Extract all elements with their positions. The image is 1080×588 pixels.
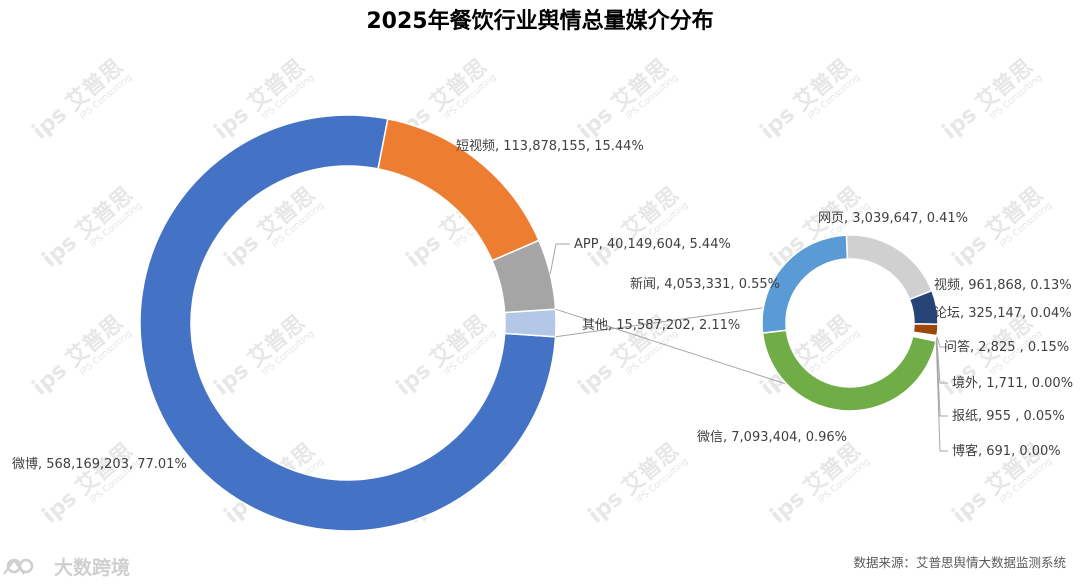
watermark-brand: ips	[38, 230, 82, 273]
watermark-brand: ips	[220, 230, 264, 273]
watermark-brand: ips	[938, 102, 982, 145]
sec-slice-微信	[761, 329, 938, 412]
sec-label-网页: 网页, 3,039,647, 0.41%	[818, 211, 968, 226]
main-doughnut	[139, 114, 557, 532]
sec-label-论坛: 论坛, 325,147, 0.04%	[934, 306, 1072, 321]
sec-label-新闻: 新闻, 4,053,331, 0.55%	[630, 276, 780, 292]
leader-境外	[936, 337, 948, 384]
logo-icon	[3, 558, 34, 575]
sec-label-微信: 微信, 7,093,404, 0.96%	[697, 430, 847, 445]
sec-label-报纸: 报纸, 955 , 0.05%	[952, 409, 1065, 424]
label-app: APP, 40,149,604, 5.44%	[574, 237, 731, 252]
sec-slice-网页	[845, 234, 933, 301]
chart-title: 2025年餐饮行业舆情总量媒介分布	[366, 8, 713, 34]
watermark-brand: ips	[756, 102, 800, 145]
leader-问答	[936, 336, 948, 348]
slice-微博	[139, 114, 557, 532]
leader-博客	[935, 340, 948, 452]
secondary-doughnut	[761, 234, 939, 412]
watermark-brand: ips	[28, 102, 72, 145]
watermark-brand: ips	[948, 486, 992, 529]
label-其他: 其他, 15,587,202, 2.11%	[582, 318, 740, 333]
watermark-brand: ips	[392, 358, 436, 401]
footer-logo-text: 大数跨境	[54, 556, 130, 579]
watermark-brand: ips	[210, 358, 254, 401]
watermark-brand: ips	[584, 486, 628, 529]
data-source-note: 数据来源：艾普思舆情大数据监测系统	[853, 555, 1066, 570]
sec-label-博客: 博客, 691, 0.00%	[952, 443, 1061, 459]
watermark-brand: ips	[28, 358, 72, 401]
watermark-brand: ips	[210, 102, 254, 145]
label-微博: 微博, 568,169,203, 77.01%	[12, 457, 187, 472]
sec-label-境外: 境外, 1,711, 0.00%	[952, 376, 1073, 391]
watermark-brand: ips	[574, 358, 618, 401]
label-短视频: 短视频, 113,878,155, 15.44%	[456, 139, 644, 154]
leader-lines	[549, 243, 948, 452]
watermark-brand: ips	[38, 486, 82, 529]
connector-upper	[555, 307, 764, 338]
leader-app	[549, 243, 570, 275]
watermark-brand: ips	[402, 230, 446, 273]
sec-label-问答: 问答, 2,825 , 0.15%	[944, 339, 1069, 355]
watermark-brand: ips	[766, 486, 810, 529]
watermark-brand: ips	[948, 230, 992, 273]
sec-label-视频: 视频, 961,868, 0.13%	[934, 278, 1072, 293]
footer-logo: 大数跨境	[3, 556, 130, 579]
slice-其他	[503, 308, 557, 338]
leader-报纸	[935, 339, 948, 417]
data-labels: 微博, 568,169,203, 77.01% 短视频, 113,878,155,…	[12, 139, 1073, 472]
